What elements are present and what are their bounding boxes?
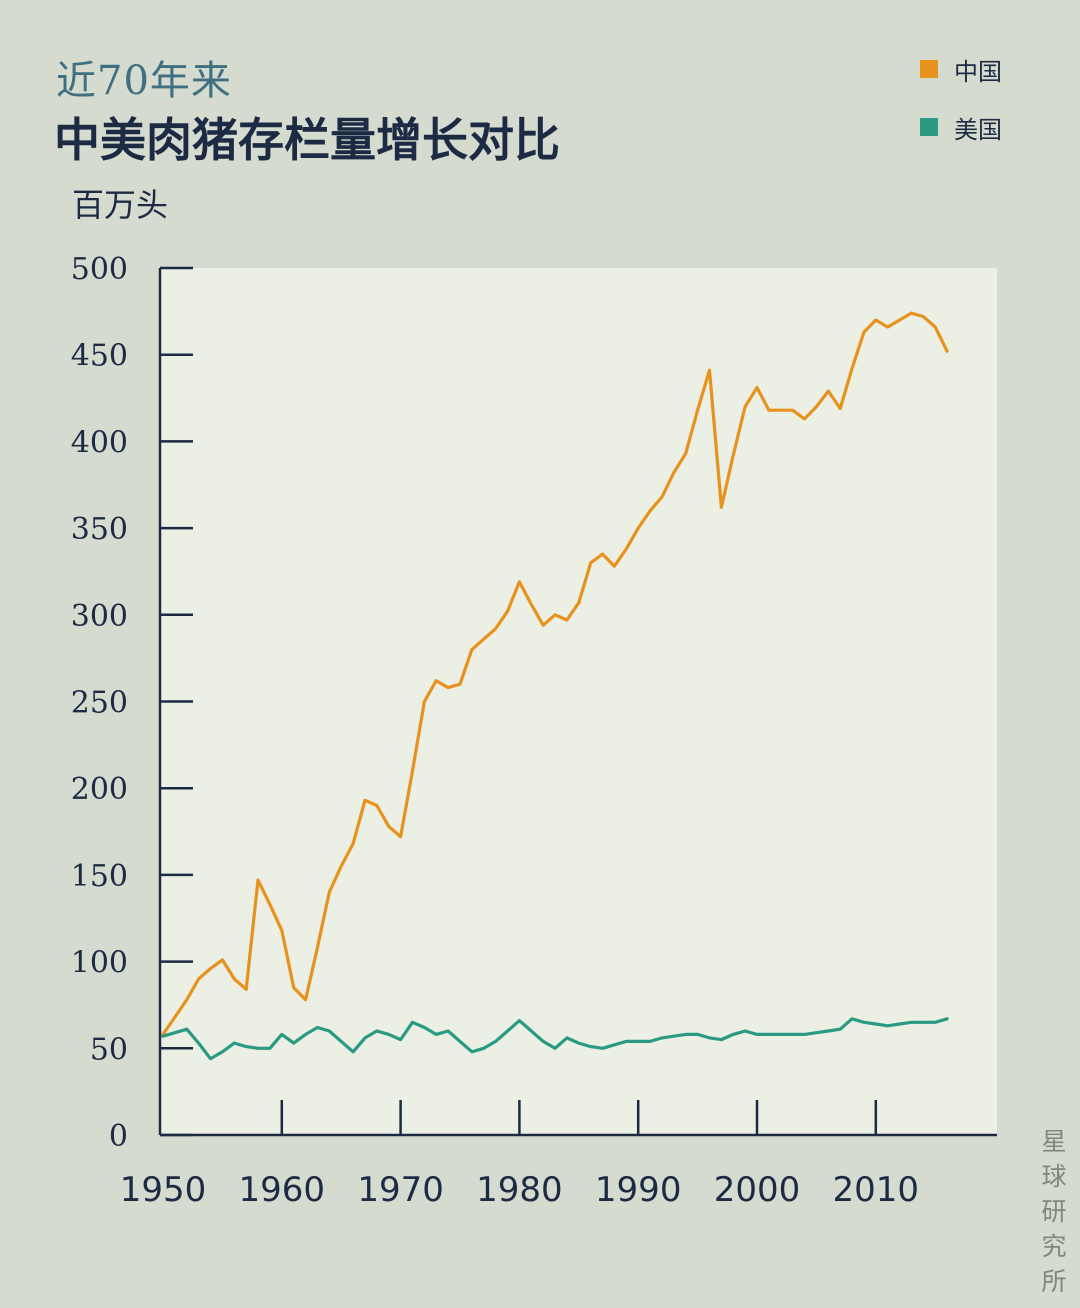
y-tick-labels: 0 50 100 150 200 250 300 350 400 450 500 [71, 252, 128, 1154]
x-tick-label: 1990 [595, 1170, 682, 1210]
y-tick-label: 350 [71, 512, 128, 547]
y-tick-label: 450 [71, 339, 128, 374]
chart-subtitle: 近70年来 [56, 58, 232, 104]
y-tick-label: 200 [71, 772, 128, 807]
x-tick-label: 1950 [120, 1170, 207, 1210]
y-tick-label: 500 [71, 252, 128, 287]
watermark-text: 星球研究所 [1041, 1127, 1067, 1296]
x-tick-label: 1980 [476, 1170, 563, 1210]
legend-item-usa: 美国 [920, 110, 1060, 144]
legend: 中国 美国 [920, 52, 1060, 168]
x-tick-label: 2010 [833, 1170, 920, 1210]
x-tick-label: 1970 [357, 1170, 444, 1210]
axes-layer [158, 266, 997, 1137]
x-tick-label: 1960 [239, 1170, 326, 1210]
series-line-china [161, 311, 949, 1036]
series-line-usa [161, 1017, 949, 1061]
y-tick-label: 150 [71, 859, 128, 894]
legend-label-china: 中国 [954, 57, 1002, 86]
x-tick-label: 2000 [714, 1170, 801, 1210]
chart-title: 中美肉猪存栏量增长对比 [54, 113, 560, 167]
y-tick-label: 300 [71, 599, 128, 634]
y-tick-label: 0 [109, 1119, 128, 1154]
plot-area [160, 268, 997, 1135]
y-tick-label: 100 [71, 946, 128, 981]
y-tick-label: 50 [90, 1032, 128, 1067]
legend-label-usa: 美国 [954, 115, 1002, 144]
legend-item-china: 中国 [920, 52, 1060, 86]
x-tick-labels: 1950 1960 1970 1980 1990 2000 2010 [120, 1170, 919, 1210]
y-tick-label: 400 [71, 425, 128, 460]
legend-swatch-usa [920, 118, 938, 136]
y-axis-label: 百万头 [72, 186, 169, 224]
legend-swatch-china [920, 60, 938, 78]
y-tick-label: 250 [71, 686, 128, 721]
series-layer [161, 311, 949, 1061]
